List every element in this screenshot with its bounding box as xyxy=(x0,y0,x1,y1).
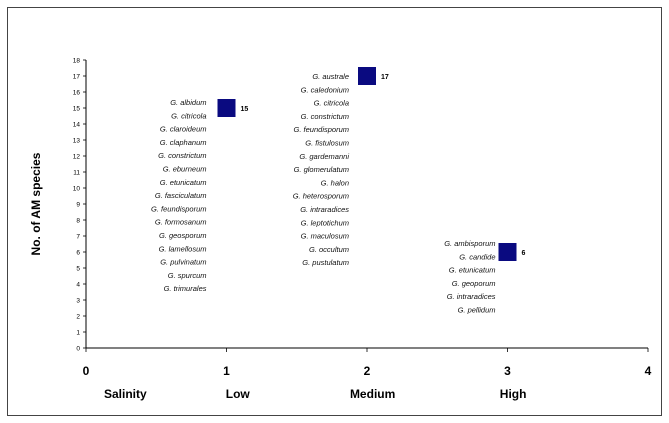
x-tick-label: 1 xyxy=(223,364,230,378)
x-tick-label: 4 xyxy=(645,364,652,378)
species-label: G. maculosum xyxy=(301,232,349,241)
y-tick-label: 14 xyxy=(73,121,81,128)
species-label: G. lamellosum xyxy=(159,244,207,253)
species-label: G. eburneum xyxy=(163,165,207,174)
species-label: G. gardemanni xyxy=(299,152,349,161)
data-label: 15 xyxy=(241,106,249,113)
species-label: G. geosporum xyxy=(159,231,207,240)
y-tick-label: 0 xyxy=(76,345,80,352)
data-point-marker xyxy=(358,67,376,85)
species-label: G. intraradices xyxy=(300,205,349,214)
species-label: G. fasciculatum xyxy=(155,191,207,200)
category-label: High xyxy=(500,387,527,401)
y-tick-label: 15 xyxy=(73,105,81,112)
y-tick-label: 6 xyxy=(76,249,80,256)
category-label: Low xyxy=(226,387,251,401)
category-label: Salinity xyxy=(104,387,147,401)
species-label: G. candide xyxy=(459,252,495,261)
species-label: G. constrictum xyxy=(158,151,206,160)
y-tick-label: 17 xyxy=(73,73,81,80)
species-label: G. ambisporum xyxy=(444,239,495,248)
data-point-marker xyxy=(498,243,517,261)
species-label: G. feundisporum xyxy=(151,204,206,213)
species-label: G. pulvinatum xyxy=(160,258,206,267)
species-label: G. claphanum xyxy=(160,138,207,147)
species-label: G. etunicatum xyxy=(449,266,496,275)
species-label: G. citricola xyxy=(314,99,349,108)
y-tick-label: 13 xyxy=(73,137,81,144)
species-label: G. feundisporum xyxy=(294,125,349,134)
y-tick-label: 16 xyxy=(73,89,81,96)
x-tick-label: 0 xyxy=(83,364,90,378)
species-label: G. geoporum xyxy=(452,279,496,288)
data-point-marker xyxy=(217,99,236,117)
species-label: G. occultum xyxy=(309,245,349,254)
y-tick-label: 18 xyxy=(73,57,81,64)
species-label: G. fistulosum xyxy=(305,139,349,148)
y-tick-label: 8 xyxy=(76,217,80,224)
species-label: G. intraradices xyxy=(447,292,496,301)
category-label: Medium xyxy=(350,387,395,401)
species-label: G. caledonium xyxy=(301,85,349,94)
y-tick-label: 11 xyxy=(73,169,80,176)
species-label: G. claroideum xyxy=(160,125,207,134)
y-tick-label: 7 xyxy=(76,233,80,240)
data-label: 6 xyxy=(522,250,526,257)
species-label: G. formosanum xyxy=(155,218,207,227)
y-tick-label: 3 xyxy=(76,297,80,304)
species-label: G. pellidum xyxy=(458,306,496,315)
species-label: G. etunicatum xyxy=(160,178,207,187)
species-label: G. albidum xyxy=(170,98,206,107)
y-tick-label: 10 xyxy=(73,185,81,192)
x-tick-label: 3 xyxy=(504,364,511,378)
species-label: G. constrictum xyxy=(301,112,349,121)
species-label: G. halon xyxy=(321,178,349,187)
y-tick-label: 9 xyxy=(76,201,80,208)
y-tick-label: 2 xyxy=(76,313,80,320)
y-tick-label: 5 xyxy=(76,265,80,272)
species-label: G. australe xyxy=(312,72,349,81)
y-axis-label: No. of AM species xyxy=(29,152,43,255)
species-label: G. glomerulatum xyxy=(294,165,349,174)
x-tick-label: 2 xyxy=(364,364,371,378)
species-label: G. heterosporum xyxy=(293,192,349,201)
y-tick-label: 12 xyxy=(73,153,81,160)
species-label: G. trimurales xyxy=(164,284,207,293)
species-label: G. leptotichum xyxy=(301,218,349,227)
data-label: 17 xyxy=(381,74,389,81)
species-label: G. citricola xyxy=(171,111,206,120)
species-label: G. pustulatum xyxy=(302,258,349,267)
y-tick-label: 1 xyxy=(76,329,80,336)
y-tick-label: 4 xyxy=(76,281,80,288)
species-label: G. spurcum xyxy=(168,271,207,280)
